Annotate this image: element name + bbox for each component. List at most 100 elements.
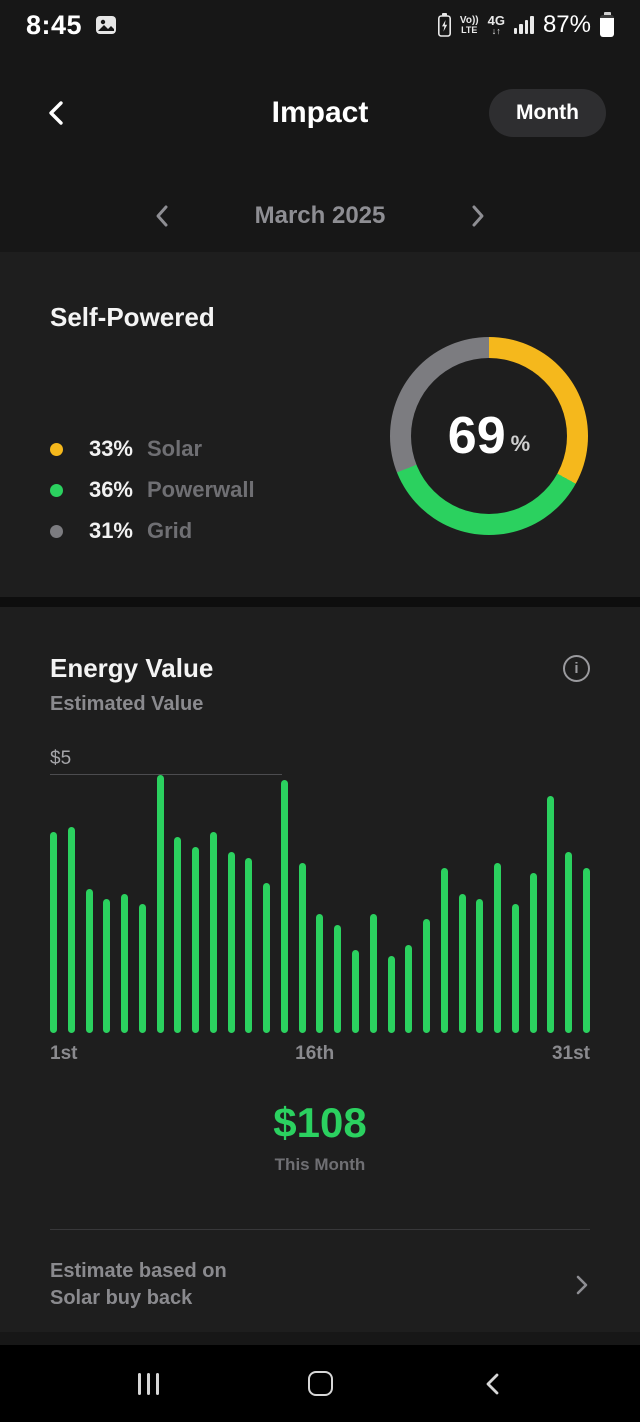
legend-label: Solar — [147, 436, 203, 461]
energy-bar — [138, 904, 146, 1033]
energy-bar-chart: $5 1st 16th 31st — [50, 748, 590, 1065]
status-icons: Vo)) LTE 4G ↓↑ 87% — [437, 11, 614, 39]
energy-bar — [156, 775, 164, 1033]
energy-bar — [547, 795, 555, 1033]
recents-button[interactable] — [118, 1354, 178, 1414]
volte-indicator: Vo)) LTE — [459, 14, 479, 35]
back-chevron-icon — [49, 101, 63, 125]
energy-bar — [174, 836, 182, 1033]
x-label-first: 1st — [50, 1043, 78, 1064]
energy-bar — [121, 893, 129, 1033]
page-title: Impact — [271, 96, 369, 129]
previous-month-button[interactable] — [134, 194, 190, 238]
chevron-right-icon — [472, 205, 484, 227]
notification-icons — [94, 13, 118, 37]
estimate-info-text: Estimate based on Solar buy back — [50, 1260, 227, 1309]
energy-bar — [280, 780, 288, 1033]
energy-bar — [458, 893, 466, 1033]
clock: 8:45 — [26, 9, 83, 40]
legend-item-solar: 33% Solar — [50, 436, 255, 462]
self-powered-card: Self-Powered 33% Solar 36% Powerwall 31%… — [0, 252, 640, 597]
signal-strength-icon — [513, 16, 534, 34]
period-toggle-button[interactable]: Month — [489, 89, 606, 137]
network-type-indicator: 4G ↓↑ — [487, 13, 505, 36]
energy-bar — [476, 898, 484, 1033]
self-powered-percent: 69 — [447, 407, 506, 465]
footer-divider — [50, 1229, 590, 1230]
current-month-label: March 2025 — [254, 202, 386, 229]
chevron-left-icon — [156, 205, 168, 227]
android-navigation-bar — [0, 1345, 640, 1422]
energy-bar — [369, 914, 377, 1033]
energy-value-card: Energy Value i Estimated Value $5 1st 16… — [0, 607, 640, 1332]
legend-percent: 36% — [88, 477, 133, 502]
top-block: 8:45 Vo)) LTE 4G — [0, 0, 640, 252]
energy-bar — [50, 831, 57, 1033]
info-icon[interactable]: i — [563, 655, 590, 682]
energy-bar — [423, 919, 431, 1033]
legend-label: Powerwall — [147, 477, 255, 502]
legend-percent: 31% — [88, 518, 133, 543]
card-spacer — [0, 1332, 640, 1345]
back-button[interactable] — [34, 91, 78, 135]
nav-back-chevron-icon — [486, 1373, 499, 1394]
energy-bar — [316, 914, 324, 1033]
battery-saver-icon — [437, 13, 451, 37]
month-navigation: March 2025 — [0, 194, 640, 238]
energy-bar — [387, 955, 395, 1033]
energy-bar — [334, 924, 342, 1033]
recents-icon — [137, 1372, 159, 1395]
self-powered-legend: 33% Solar 36% Powerwall 31% Grid — [50, 436, 255, 544]
energy-bar — [352, 950, 360, 1033]
donut-center: 69 % — [411, 358, 567, 514]
home-button[interactable] — [290, 1354, 350, 1414]
energy-bar — [263, 883, 271, 1033]
energy-bar — [227, 852, 235, 1033]
legend-dot — [50, 483, 63, 497]
energy-bar — [209, 831, 217, 1033]
chevron-right-icon — [576, 1275, 588, 1295]
energy-bar — [440, 867, 448, 1033]
nav-back-button[interactable] — [462, 1354, 522, 1414]
screenshot-notification-icon — [96, 16, 117, 34]
energy-bar — [298, 862, 306, 1033]
energy-bar — [529, 873, 537, 1033]
x-label-mid: 16th — [295, 1043, 335, 1064]
energy-bar — [67, 826, 75, 1033]
next-month-button[interactable] — [450, 194, 506, 238]
monthly-total-caption: This Month — [274, 1155, 366, 1174]
home-icon — [307, 1371, 333, 1396]
energy-bar — [565, 852, 573, 1033]
legend-item-grid: 31% Grid — [50, 518, 255, 544]
legend-label: Grid — [147, 518, 193, 543]
battery-percent: 87% — [542, 11, 591, 38]
legend-dot — [50, 442, 63, 456]
energy-value-subtitle: Estimated Value — [50, 693, 204, 715]
energy-bar — [245, 857, 253, 1033]
monthly-total-value: $108 — [273, 1099, 367, 1146]
status-bar: 8:45 Vo)) LTE 4G — [0, 0, 640, 44]
energy-bar — [103, 898, 111, 1033]
battery-icon — [600, 12, 614, 38]
legend-item-powerwall: 36% Powerwall — [50, 477, 255, 503]
energy-bar — [582, 867, 590, 1033]
header: Impact Month — [0, 44, 640, 152]
reference-line — [50, 774, 283, 775]
legend-percent: 33% — [88, 436, 133, 461]
energy-bar — [494, 862, 502, 1033]
reference-value-label: $5 — [50, 748, 72, 769]
energy-bar-plot — [50, 775, 590, 1033]
energy-bar — [511, 904, 519, 1033]
self-powered-donut: 69 % — [390, 337, 588, 535]
x-axis-labels: 1st 16th 31st — [50, 1043, 590, 1065]
energy-bar — [85, 888, 93, 1033]
energy-bar — [405, 945, 413, 1033]
x-label-last: 31st — [551, 1043, 590, 1064]
section-divider — [0, 597, 640, 607]
self-powered-percent-unit: % — [510, 431, 531, 456]
energy-value-title: Energy Value — [50, 653, 214, 683]
estimate-info-row[interactable]: Estimate based on Solar buy back — [50, 1258, 590, 1312]
legend-dot — [50, 524, 63, 538]
self-powered-title: Self-Powered — [50, 302, 215, 332]
